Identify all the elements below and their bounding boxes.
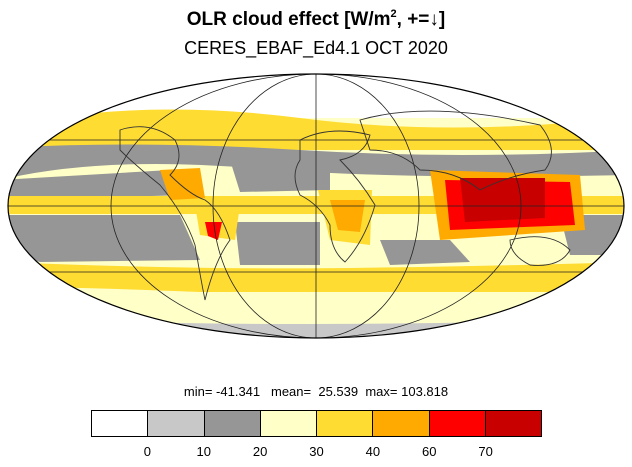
colorbar-swatch-2	[204, 411, 261, 436]
colorbar-tick-label: 10	[196, 444, 211, 459]
colorbar-swatch-7	[485, 411, 541, 436]
world-map	[7, 73, 625, 339]
chart-subtitle: CERES_EBAF_Ed4.1 OCT 2020	[184, 38, 448, 58]
graticule	[8, 74, 624, 338]
colorbar-tick-label: 20	[252, 444, 268, 459]
colorbar-tick-label: 70	[478, 444, 493, 459]
colorbar-swatch-4	[317, 411, 374, 436]
colorbar-tick-label: 40	[365, 444, 381, 459]
s-pacific-gray	[8, 215, 200, 262]
colorbar-tick-label: 30	[309, 444, 324, 459]
map-fill	[8, 74, 624, 338]
coastlines	[119, 110, 571, 301]
colorbar-ticks: 0 10 20 30 40 60 70	[0, 444, 632, 464]
colorbar-swatch-0	[92, 411, 149, 436]
chart-title: OLR cloud effect [W/m2, +=↓]	[186, 8, 446, 30]
s-indian-gray	[380, 240, 470, 265]
statistics-line: min= -41.341 mean= 25.539 max= 103.818	[183, 384, 449, 399]
globe-outline	[7, 73, 625, 339]
colorbar-swatch-3	[260, 411, 317, 436]
colorbar-swatch-6	[429, 411, 486, 436]
colorbar-tick-label: 60	[422, 444, 437, 459]
africa-orange	[330, 200, 365, 232]
s-atlantic-gray	[235, 222, 320, 265]
colorbar-tick-label: 0	[143, 444, 151, 459]
colorbar-swatch-1	[148, 411, 205, 436]
n-atlantic-gray	[230, 155, 330, 192]
n-pacific-gray	[8, 170, 190, 200]
colorbar	[91, 410, 542, 437]
colorbar-swatch-5	[373, 411, 430, 436]
amazon-red	[205, 222, 222, 240]
